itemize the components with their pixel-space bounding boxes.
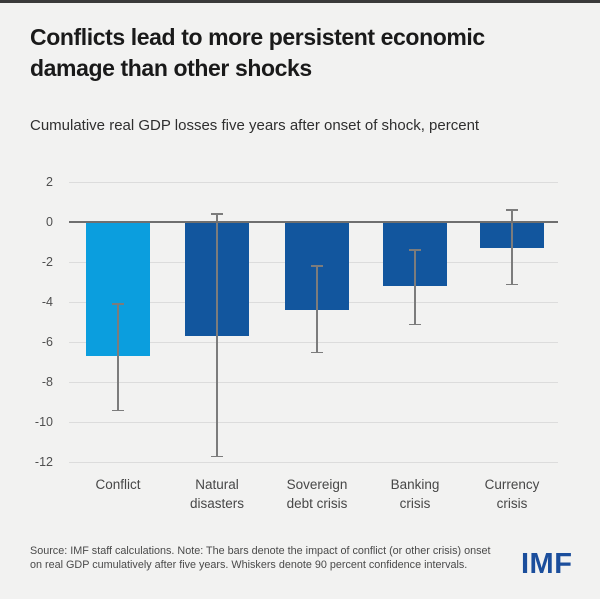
gridline	[69, 462, 558, 463]
whisker-cap-bottom	[506, 283, 518, 285]
chart-title: Conflicts lead to more persistent econom…	[30, 22, 485, 84]
gridline	[69, 182, 558, 183]
whisker-banking-crisis	[414, 250, 416, 324]
whisker-currency-crisis	[511, 210, 513, 284]
y-axis-tick-label: -12	[34, 455, 53, 469]
x-axis-label-conflict: Conflict	[95, 477, 141, 492]
bar-chart: 2 0 -2 -4 -6 -8 -10 -12 Conflict Natural disaster…	[0, 165, 600, 520]
zero-line	[69, 221, 558, 223]
y-axis-tick-label: -4	[41, 295, 53, 309]
gridline	[69, 382, 558, 383]
whisker-sovereign-debt-crisis	[316, 266, 318, 352]
whisker-cap-bottom	[211, 455, 223, 457]
whisker-cap-top	[409, 249, 421, 251]
x-axis-label-currency-crisis: Currency crisis	[484, 477, 540, 511]
whisker-cap-bottom	[311, 351, 323, 353]
x-axis-label-sovereign-debt-crisis: Sovereign debt crisis	[286, 477, 348, 511]
y-axis-tick-label: 2	[46, 175, 53, 189]
gridline	[69, 342, 558, 343]
imf-logo: IMF	[521, 548, 573, 580]
whisker-natural-disasters	[216, 214, 218, 456]
y-axis-tick-label: 0	[46, 215, 53, 229]
y-axis-tick-label: -6	[41, 335, 53, 349]
source-note-line2: on real GDP cumulatively after five year…	[30, 558, 468, 571]
chart-subtitle: Cumulative real GDP losses five years af…	[30, 117, 480, 134]
top-accent-strip	[0, 0, 600, 3]
y-axis-tick-label: -8	[41, 375, 53, 389]
y-axis-tick-label: -10	[34, 415, 53, 429]
whisker-cap-top	[506, 209, 518, 211]
x-axis-label-natural-disasters: Natural disasters	[189, 477, 245, 511]
whisker-cap-top	[311, 265, 323, 267]
whisker-conflict	[117, 304, 119, 410]
y-axis-tick-label: -2	[41, 255, 53, 269]
chart-title-line2: damage than other shocks	[30, 55, 312, 81]
chart-title-line1: Conflicts lead to more persistent econom…	[30, 24, 485, 50]
whisker-cap-top	[112, 303, 124, 305]
source-note: Source: IMF staff calculations. Note: Th…	[30, 545, 500, 572]
whisker-cap-bottom	[112, 409, 124, 411]
whisker-cap-top	[211, 213, 223, 215]
source-note-line1: Source: IMF staff calculations. Note: Th…	[30, 545, 491, 557]
whisker-cap-bottom	[409, 323, 421, 325]
x-axis-label-banking-crisis: Banking crisis	[390, 477, 440, 511]
gridline	[69, 422, 558, 423]
